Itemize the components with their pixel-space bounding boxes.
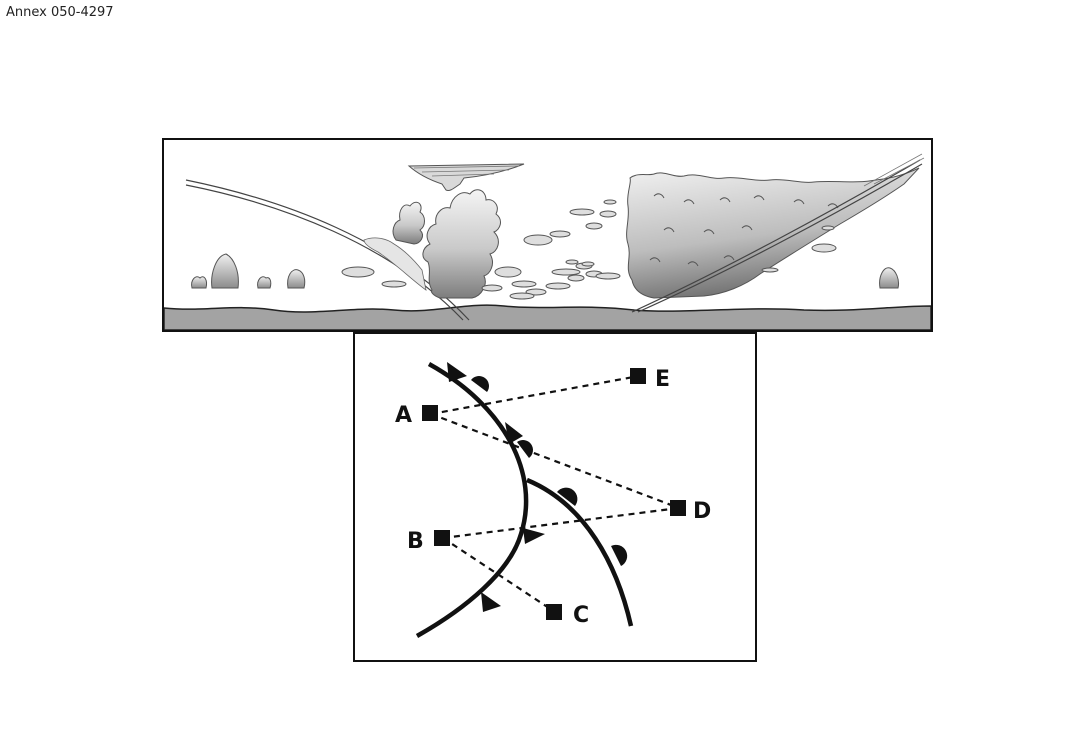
point-markers [422, 368, 686, 620]
route-a-d [430, 412, 680, 510]
route-a-e [430, 374, 640, 416]
point-a-marker [422, 405, 438, 421]
altocumulus-clouds [341, 199, 837, 300]
cross-section-drawing [164, 153, 931, 330]
route-b-d [442, 506, 680, 540]
front-semicircles [471, 376, 628, 566]
point-c-marker [546, 604, 562, 620]
ground [164, 304, 931, 330]
front-map-drawing: A B C D E [395, 362, 711, 638]
front-map-panel: A B C D E [353, 332, 757, 662]
point-c-label: C [573, 603, 589, 628]
cumulonimbus-cloud [363, 163, 525, 299]
annex-label: Annex 050-4297 [6, 5, 114, 20]
point-b-marker [434, 530, 450, 546]
point-e-label: E [655, 367, 670, 392]
cumulus-clouds [191, 253, 899, 289]
point-a-label: A [395, 403, 412, 428]
nimbostratus-cloud [626, 167, 920, 299]
occlusion-cross-section [162, 138, 933, 332]
warm-front [526, 477, 634, 627]
point-d-marker [670, 500, 686, 516]
point-b-label: B [407, 529, 424, 554]
warm-front-slope [631, 153, 925, 313]
cold-front-triangles [447, 362, 545, 612]
point-d-label: D [693, 499, 711, 524]
cold-front [415, 362, 529, 638]
point-e-marker [630, 368, 646, 384]
